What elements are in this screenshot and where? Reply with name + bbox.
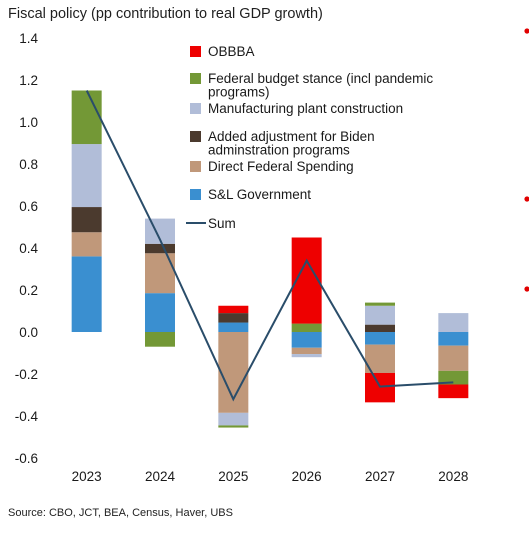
bar-segment [145,332,175,347]
legend: OBBBA Federal budget stance (incl pandemi… [186,44,433,231]
bar-segment [365,305,395,325]
bar-segment [71,256,102,332]
side-bullet-1 [524,28,529,34]
bar-segment [365,302,395,306]
bar-segment [291,354,322,358]
y-axis: 1.4 1.2 1.0 0.8 0.6 0.4 0.2 0.0 -0.2 -0.4 -0.6 [15,31,39,466]
y-tick-label: 0.8 [19,157,38,172]
bar-segment [71,144,102,208]
legend-swatch [190,161,201,172]
y-tick-label: 0.6 [19,199,38,214]
bar-segments [71,90,469,428]
y-tick-label: -0.6 [15,451,38,466]
chart-title: Fiscal policy (pp contribution to real G… [8,6,323,22]
bar-segment [438,313,469,332]
legend-swatch [190,46,201,57]
bar-segment [218,305,249,314]
legend-label: adminstration programs [208,143,350,158]
bar-segment [438,345,469,371]
bar-segment [218,322,249,332]
bar-segment [145,243,175,254]
bar-segment [145,253,175,294]
legend-label: Sum [208,216,236,231]
bar-segment [291,323,322,332]
bar-segment [365,332,395,345]
y-tick-label: 0.0 [19,325,38,340]
legend-swatch [190,189,201,200]
sum-line-series [85,90,454,402]
x-tick-label: 2025 [218,469,248,484]
bar-segment [438,332,469,346]
x-tick-label: 2028 [438,469,468,484]
legend-label: OBBBA [208,44,255,59]
bar-segment [438,384,469,399]
side-bullet-markers [524,28,529,292]
bar-segment [365,324,395,332]
legend-label: Manufacturing plant construction [208,101,403,116]
chart-source: Source: CBO, JCT, BEA, Census, Haver, UB… [8,507,233,519]
bar-segment [71,90,102,145]
side-bullet-3 [524,286,529,292]
sum-line [85,90,454,402]
y-tick-label: 0.2 [19,283,38,298]
x-tick-label: 2027 [365,469,395,484]
bar-segment [218,313,249,323]
bar-segment [438,370,469,385]
legend-swatch [190,103,201,114]
bar-segment [218,425,249,428]
bar-segment [71,207,102,233]
bar-segment [71,232,102,257]
y-tick-label: 1.0 [19,115,38,130]
x-axis: 2023 2024 2025 2026 2027 2028 [72,469,469,484]
bar-segment [291,347,322,355]
y-tick-label: 1.2 [19,73,38,88]
legend-label: Federal budget stance (incl pandemic [208,71,433,86]
legend-label: Direct Federal Spending [208,159,354,174]
y-tick-label: 0.4 [19,241,38,256]
legend-label: programs) [208,85,270,100]
bar-segment [291,332,322,348]
bar-segment [365,372,395,403]
y-tick-label: 1.4 [19,31,38,46]
legend-swatch [190,131,201,142]
legend-label: S&L Government [208,187,311,202]
legend-label: Added adjustment for Biden [208,129,375,144]
x-tick-label: 2026 [292,469,322,484]
bar-segment [145,293,175,332]
x-tick-label: 2024 [145,469,176,484]
side-bullet-2 [524,196,529,202]
y-tick-label: -0.2 [15,367,38,382]
bar-segment [218,412,249,426]
x-tick-label: 2023 [72,469,102,484]
y-tick-label: -0.4 [15,409,39,424]
legend-swatch [190,73,201,84]
